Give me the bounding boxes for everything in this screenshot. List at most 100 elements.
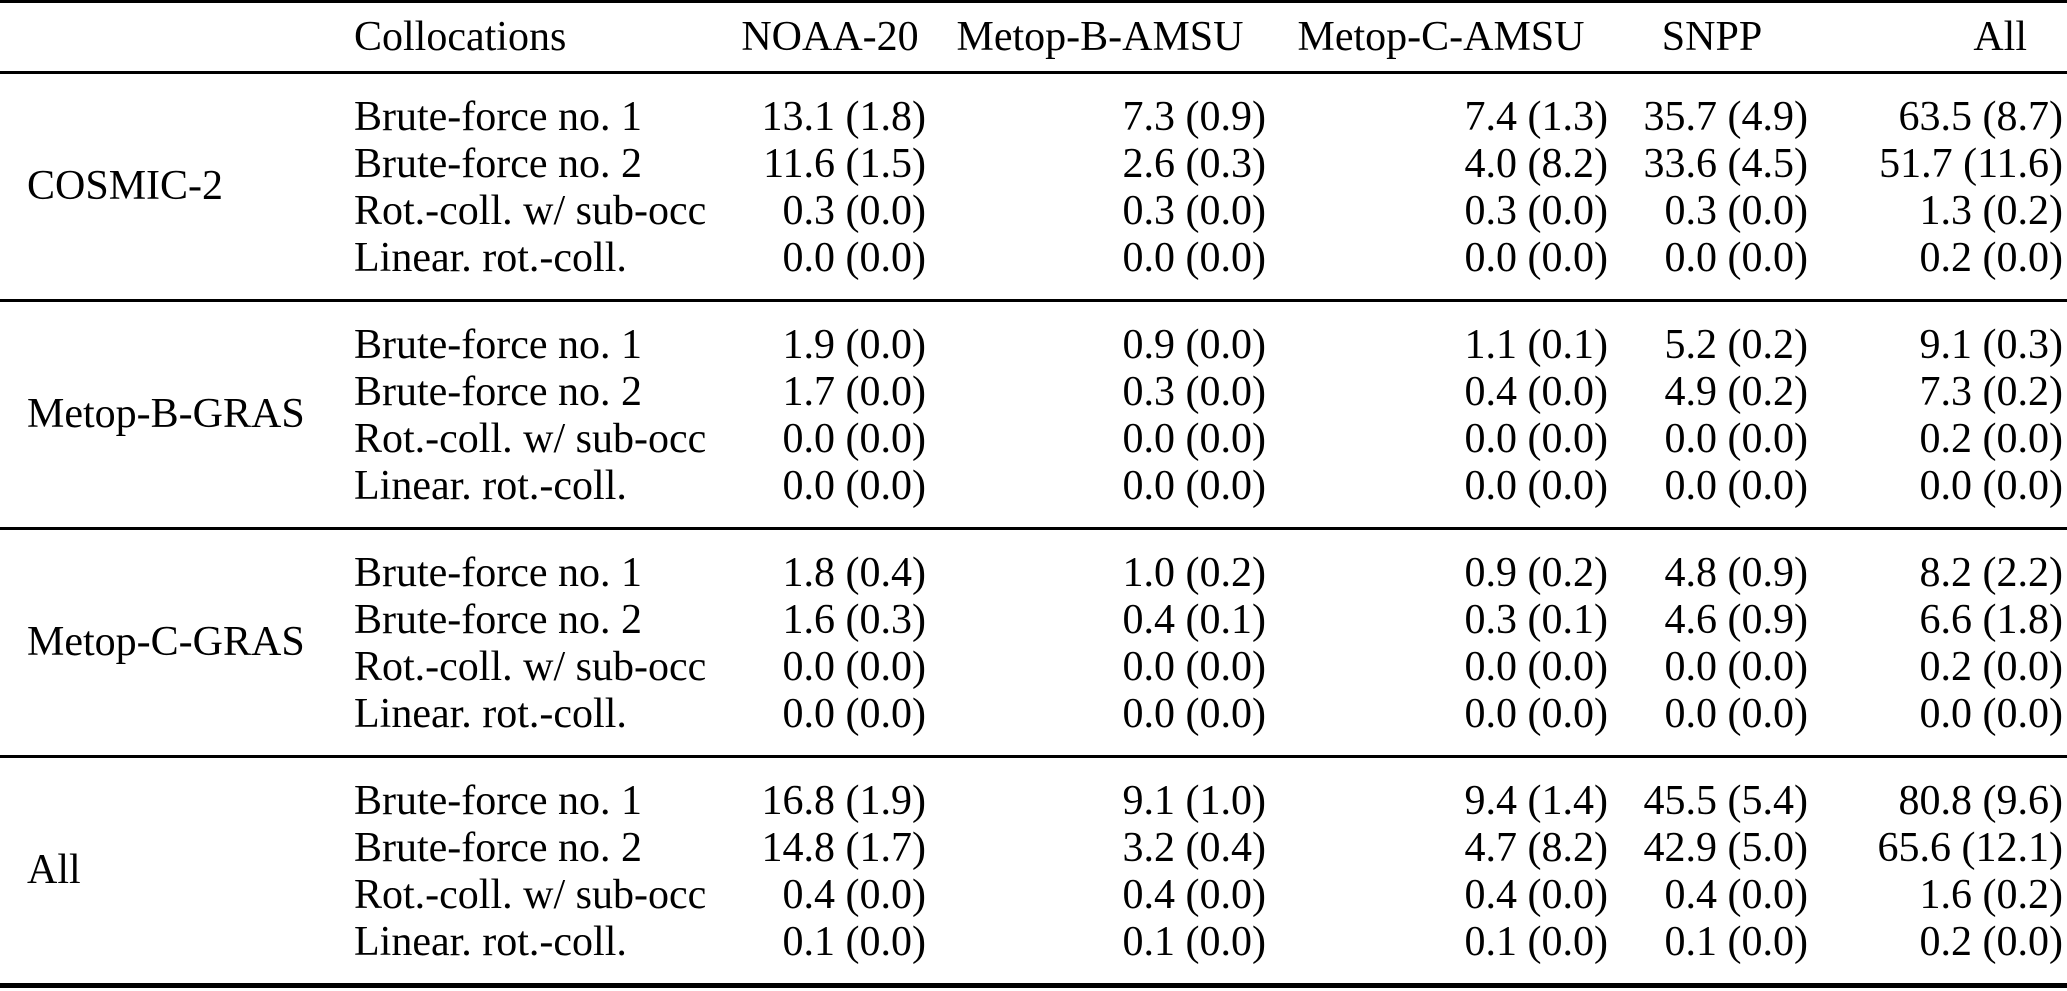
value-cell: 11.6 (1.5) bbox=[763, 141, 926, 187]
method-cell: Brute-force no. 2 bbox=[354, 597, 643, 643]
table-row: Rot.-coll. w/ sub-occ 0.0 (0.0) 0.0 (0.0… bbox=[0, 416, 2067, 463]
group-label: Metop-B-GRAS bbox=[27, 391, 305, 437]
value-cell: 0.1 (0.0) bbox=[1664, 919, 1808, 965]
value-cell: 9.1 (0.3) bbox=[1919, 322, 2063, 368]
value-cell: 0.0 (0.0) bbox=[1919, 691, 2063, 737]
value-cell: 0.4 (0.0) bbox=[1464, 872, 1608, 918]
value-cell: 3.2 (0.4) bbox=[1122, 825, 1266, 871]
value-cell: 0.3 (0.0) bbox=[1122, 188, 1266, 234]
value-cell: 0.0 (0.0) bbox=[1464, 235, 1608, 281]
group-label: COSMIC-2 bbox=[27, 163, 224, 209]
value-cell: 0.2 (0.0) bbox=[1919, 416, 2063, 462]
value-cell: 1.8 (0.4) bbox=[782, 550, 926, 596]
value-cell: 0.0 (0.0) bbox=[1664, 644, 1808, 690]
value-cell: 16.8 (1.9) bbox=[761, 778, 926, 824]
value-cell: 0.3 (0.0) bbox=[1664, 188, 1808, 234]
table-row: Rot.-coll. w/ sub-occ 0.3 (0.0) 0.3 (0.0… bbox=[0, 188, 2067, 235]
table-row: Rot.-coll. w/ sub-occ 0.4 (0.0) 0.4 (0.0… bbox=[0, 872, 2067, 919]
method-cell: Linear. rot.-coll. bbox=[354, 919, 627, 965]
method-cell: Brute-force no. 1 bbox=[354, 322, 643, 368]
table-group-cosmic-2: COSMIC-2 Brute-force no. 1 13.1 (1.8) 7.… bbox=[0, 72, 2067, 301]
value-cell: 0.0 (0.0) bbox=[1464, 691, 1608, 737]
value-cell: 2.6 (0.3) bbox=[1122, 141, 1266, 187]
value-cell: 0.3 (0.0) bbox=[1122, 369, 1266, 415]
table-row: Rot.-coll. w/ sub-occ 0.0 (0.0) 0.0 (0.0… bbox=[0, 644, 2067, 691]
method-cell: Brute-force no. 2 bbox=[354, 369, 643, 415]
column-header-snpp: SNPP bbox=[1661, 14, 1763, 60]
table-row: Linear. rot.-coll. 0.0 (0.0) 0.0 (0.0) 0… bbox=[0, 235, 2067, 301]
value-cell: 1.1 (0.1) bbox=[1464, 322, 1608, 368]
value-cell: 0.4 (0.0) bbox=[782, 872, 926, 918]
table-group-metop-c-gras: Metop-C-GRAS Brute-force no. 1 1.8 (0.4)… bbox=[0, 528, 2067, 757]
value-cell: 35.7 (4.9) bbox=[1643, 94, 1808, 140]
value-cell: 0.0 (0.0) bbox=[1464, 644, 1608, 690]
method-cell: Linear. rot.-coll. bbox=[354, 463, 627, 509]
table-header: Collocations NOAA-20 Metop-B-AMSU Metop-… bbox=[0, 2, 2067, 73]
method-cell: Brute-force no. 2 bbox=[354, 825, 643, 871]
value-cell: 1.3 (0.2) bbox=[1919, 188, 2063, 234]
value-cell: 14.8 (1.7) bbox=[761, 825, 926, 871]
value-cell: 1.6 (0.3) bbox=[782, 597, 926, 643]
value-cell: 51.7 (11.6) bbox=[1879, 141, 2063, 187]
value-cell: 42.9 (5.0) bbox=[1643, 825, 1808, 871]
value-cell: 45.5 (5.4) bbox=[1643, 778, 1808, 824]
value-cell: 0.0 (0.0) bbox=[1664, 691, 1808, 737]
value-cell: 0.0 (0.0) bbox=[782, 416, 926, 462]
value-cell: 4.8 (0.9) bbox=[1664, 550, 1808, 596]
value-cell: 0.0 (0.0) bbox=[782, 463, 926, 509]
value-cell: 0.1 (0.0) bbox=[782, 919, 926, 965]
method-cell: Linear. rot.-coll. bbox=[354, 691, 627, 737]
value-cell: 0.0 (0.0) bbox=[782, 644, 926, 690]
method-cell: Rot.-coll. w/ sub-occ bbox=[354, 188, 707, 234]
value-cell: 0.0 (0.0) bbox=[1122, 235, 1266, 281]
value-cell: 0.2 (0.0) bbox=[1919, 644, 2063, 690]
value-cell: 0.2 (0.0) bbox=[1919, 919, 2063, 965]
value-cell: 1.0 (0.2) bbox=[1122, 550, 1266, 596]
column-header-noaa-20: NOAA-20 bbox=[741, 14, 919, 60]
value-cell: 0.0 (0.0) bbox=[1664, 235, 1808, 281]
table-group-all: All Brute-force no. 1 16.8 (1.9) 9.1 (1.… bbox=[0, 756, 2067, 986]
table-row: COSMIC-2 Brute-force no. 1 13.1 (1.8) 7.… bbox=[0, 73, 2067, 209]
value-cell: 0.0 (0.0) bbox=[1122, 463, 1266, 509]
column-header-collocations: Collocations bbox=[354, 14, 567, 60]
method-cell: Brute-force no. 2 bbox=[354, 141, 643, 187]
value-cell: 0.0 (0.0) bbox=[1464, 463, 1608, 509]
column-header-metop-b-amsu: Metop-B-AMSU bbox=[956, 14, 1244, 60]
value-cell: 0.0 (0.0) bbox=[1122, 691, 1266, 737]
table-row: Brute-force no. 2 14.8 (1.7) 3.2 (0.4) 4… bbox=[0, 825, 2067, 872]
method-cell: Rot.-coll. w/ sub-occ bbox=[354, 872, 707, 918]
value-cell: 0.4 (0.0) bbox=[1464, 369, 1608, 415]
method-cell: Rot.-coll. w/ sub-occ bbox=[354, 644, 707, 690]
value-cell: 0.1 (0.0) bbox=[1464, 919, 1608, 965]
value-cell: 0.3 (0.0) bbox=[1464, 188, 1608, 234]
value-cell: 1.9 (0.0) bbox=[782, 322, 926, 368]
table-row: Brute-force no. 2 11.6 (1.5) 2.6 (0.3) 4… bbox=[0, 141, 2067, 188]
value-cell: 13.1 (1.8) bbox=[761, 94, 926, 140]
table-group-metop-b-gras: Metop-B-GRAS Brute-force no. 1 1.9 (0.0)… bbox=[0, 300, 2067, 529]
column-header-empty bbox=[0, 2, 330, 73]
value-cell: 0.4 (0.0) bbox=[1664, 872, 1808, 918]
value-cell: 0.0 (0.0) bbox=[1122, 416, 1266, 462]
method-cell: Brute-force no. 1 bbox=[354, 94, 643, 140]
value-cell: 0.1 (0.0) bbox=[1122, 919, 1266, 965]
group-label: All bbox=[27, 847, 81, 893]
table-row: Linear. rot.-coll. 0.1 (0.0) 0.1 (0.0) 0… bbox=[0, 919, 2067, 986]
value-cell: 7.3 (0.2) bbox=[1919, 369, 2063, 415]
table-row: All Brute-force no. 1 16.8 (1.9) 9.1 (1.… bbox=[0, 757, 2067, 893]
value-cell: 33.6 (4.5) bbox=[1643, 141, 1808, 187]
value-cell: 1.7 (0.0) bbox=[782, 369, 926, 415]
method-cell: Linear. rot.-coll. bbox=[354, 235, 627, 281]
value-cell: 4.0 (8.2) bbox=[1464, 141, 1608, 187]
value-cell: 5.2 (0.2) bbox=[1664, 322, 1808, 368]
value-cell: 63.5 (8.7) bbox=[1898, 94, 2063, 140]
value-cell: 4.9 (0.2) bbox=[1664, 369, 1808, 415]
value-cell: 0.0 (0.0) bbox=[782, 691, 926, 737]
column-header-all: All bbox=[1973, 14, 2027, 60]
value-cell: 0.0 (0.0) bbox=[1664, 416, 1808, 462]
value-cell: 0.9 (0.2) bbox=[1464, 550, 1608, 596]
value-cell: 0.3 (0.1) bbox=[1464, 597, 1608, 643]
value-cell: 7.4 (1.3) bbox=[1464, 94, 1608, 140]
value-cell: 0.0 (0.0) bbox=[782, 235, 926, 281]
